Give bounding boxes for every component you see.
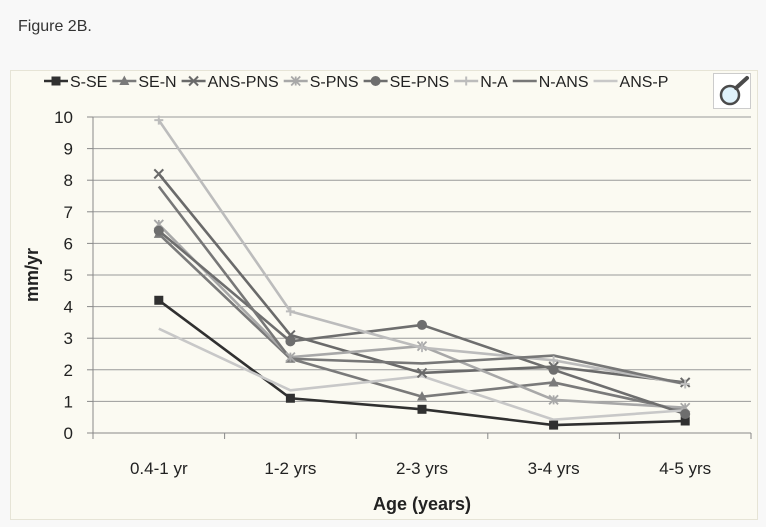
data-point-s-se xyxy=(549,420,559,430)
y-tick-label: 10 xyxy=(54,108,73,127)
chart-panel xyxy=(10,70,758,520)
data-point-se-pns xyxy=(285,336,296,347)
data-point-se-n xyxy=(548,376,559,387)
data-point-ans-pns xyxy=(416,367,428,379)
legend-label: N-A xyxy=(480,74,508,91)
legend-marker-n-a xyxy=(461,76,471,86)
x-tick-label: 1-2 yrs xyxy=(264,459,316,478)
data-point-se-n xyxy=(417,391,427,401)
data-point-s-se xyxy=(680,416,690,426)
y-tick-label: 9 xyxy=(64,140,73,159)
y-tick-label: 8 xyxy=(64,171,73,190)
y-tick-label: 0 xyxy=(64,424,73,443)
y-tick-label: 7 xyxy=(64,203,73,222)
data-point-se-pns xyxy=(548,364,559,375)
legend-label: ANS-PNS xyxy=(208,74,279,91)
x-tick-label: 4-5 yrs xyxy=(659,459,711,478)
data-point-n-a xyxy=(417,343,427,353)
x-tick-label: 2-3 yrs xyxy=(396,459,448,478)
legend-label: SE-N xyxy=(138,74,176,91)
x-axis-title: Age (years) xyxy=(373,494,471,514)
legend-marker-se-pns xyxy=(370,76,381,86)
data-point-n-a xyxy=(285,306,295,316)
series-line-s-pns xyxy=(157,223,686,410)
legend-marker-s-se xyxy=(51,76,61,86)
legend-label: N-ANS xyxy=(539,74,589,91)
legend-marker-se-n xyxy=(119,75,130,85)
legend-label: S-PNS xyxy=(310,74,359,91)
legend-label: SE-PNS xyxy=(390,74,450,91)
x-tick-label: 3-4 yrs xyxy=(528,459,580,478)
legend-marker-ans-pns xyxy=(188,75,199,87)
legend-marker-s-pns xyxy=(290,75,301,87)
data-point-s-se xyxy=(154,295,164,305)
y-tick-label: 4 xyxy=(64,298,73,317)
legend-label: S-SE xyxy=(70,74,107,91)
y-tick-label: 2 xyxy=(64,361,73,380)
y-tick-label: 5 xyxy=(64,266,73,285)
y-axis-title: mm/yr xyxy=(22,248,42,302)
data-point-s-se xyxy=(285,393,295,403)
data-point-ans-pns xyxy=(153,168,165,180)
figure-caption: Figure 2B. xyxy=(18,18,92,35)
x-tick-label: 0.4-1 yr xyxy=(130,459,188,478)
y-tick-label: 3 xyxy=(64,329,73,348)
y-tick-label: 6 xyxy=(64,234,73,253)
magnifier-icon[interactable] xyxy=(713,73,751,109)
data-point-s-pns xyxy=(548,394,559,405)
series-line-n-ans xyxy=(157,185,686,386)
series-line-ans-p xyxy=(158,327,686,422)
data-point-s-se xyxy=(417,404,427,414)
data-point-se-pns xyxy=(417,319,427,330)
y-tick-label: 1 xyxy=(64,392,73,411)
data-point-n-a xyxy=(680,379,690,389)
data-point-n-a xyxy=(549,355,559,365)
data-point-se-pns xyxy=(680,409,691,420)
data-point-se-pns xyxy=(153,225,164,236)
data-point-n-a xyxy=(154,115,164,125)
legend-label: ANS-P xyxy=(620,74,669,91)
data-point-s-pns xyxy=(285,352,296,363)
